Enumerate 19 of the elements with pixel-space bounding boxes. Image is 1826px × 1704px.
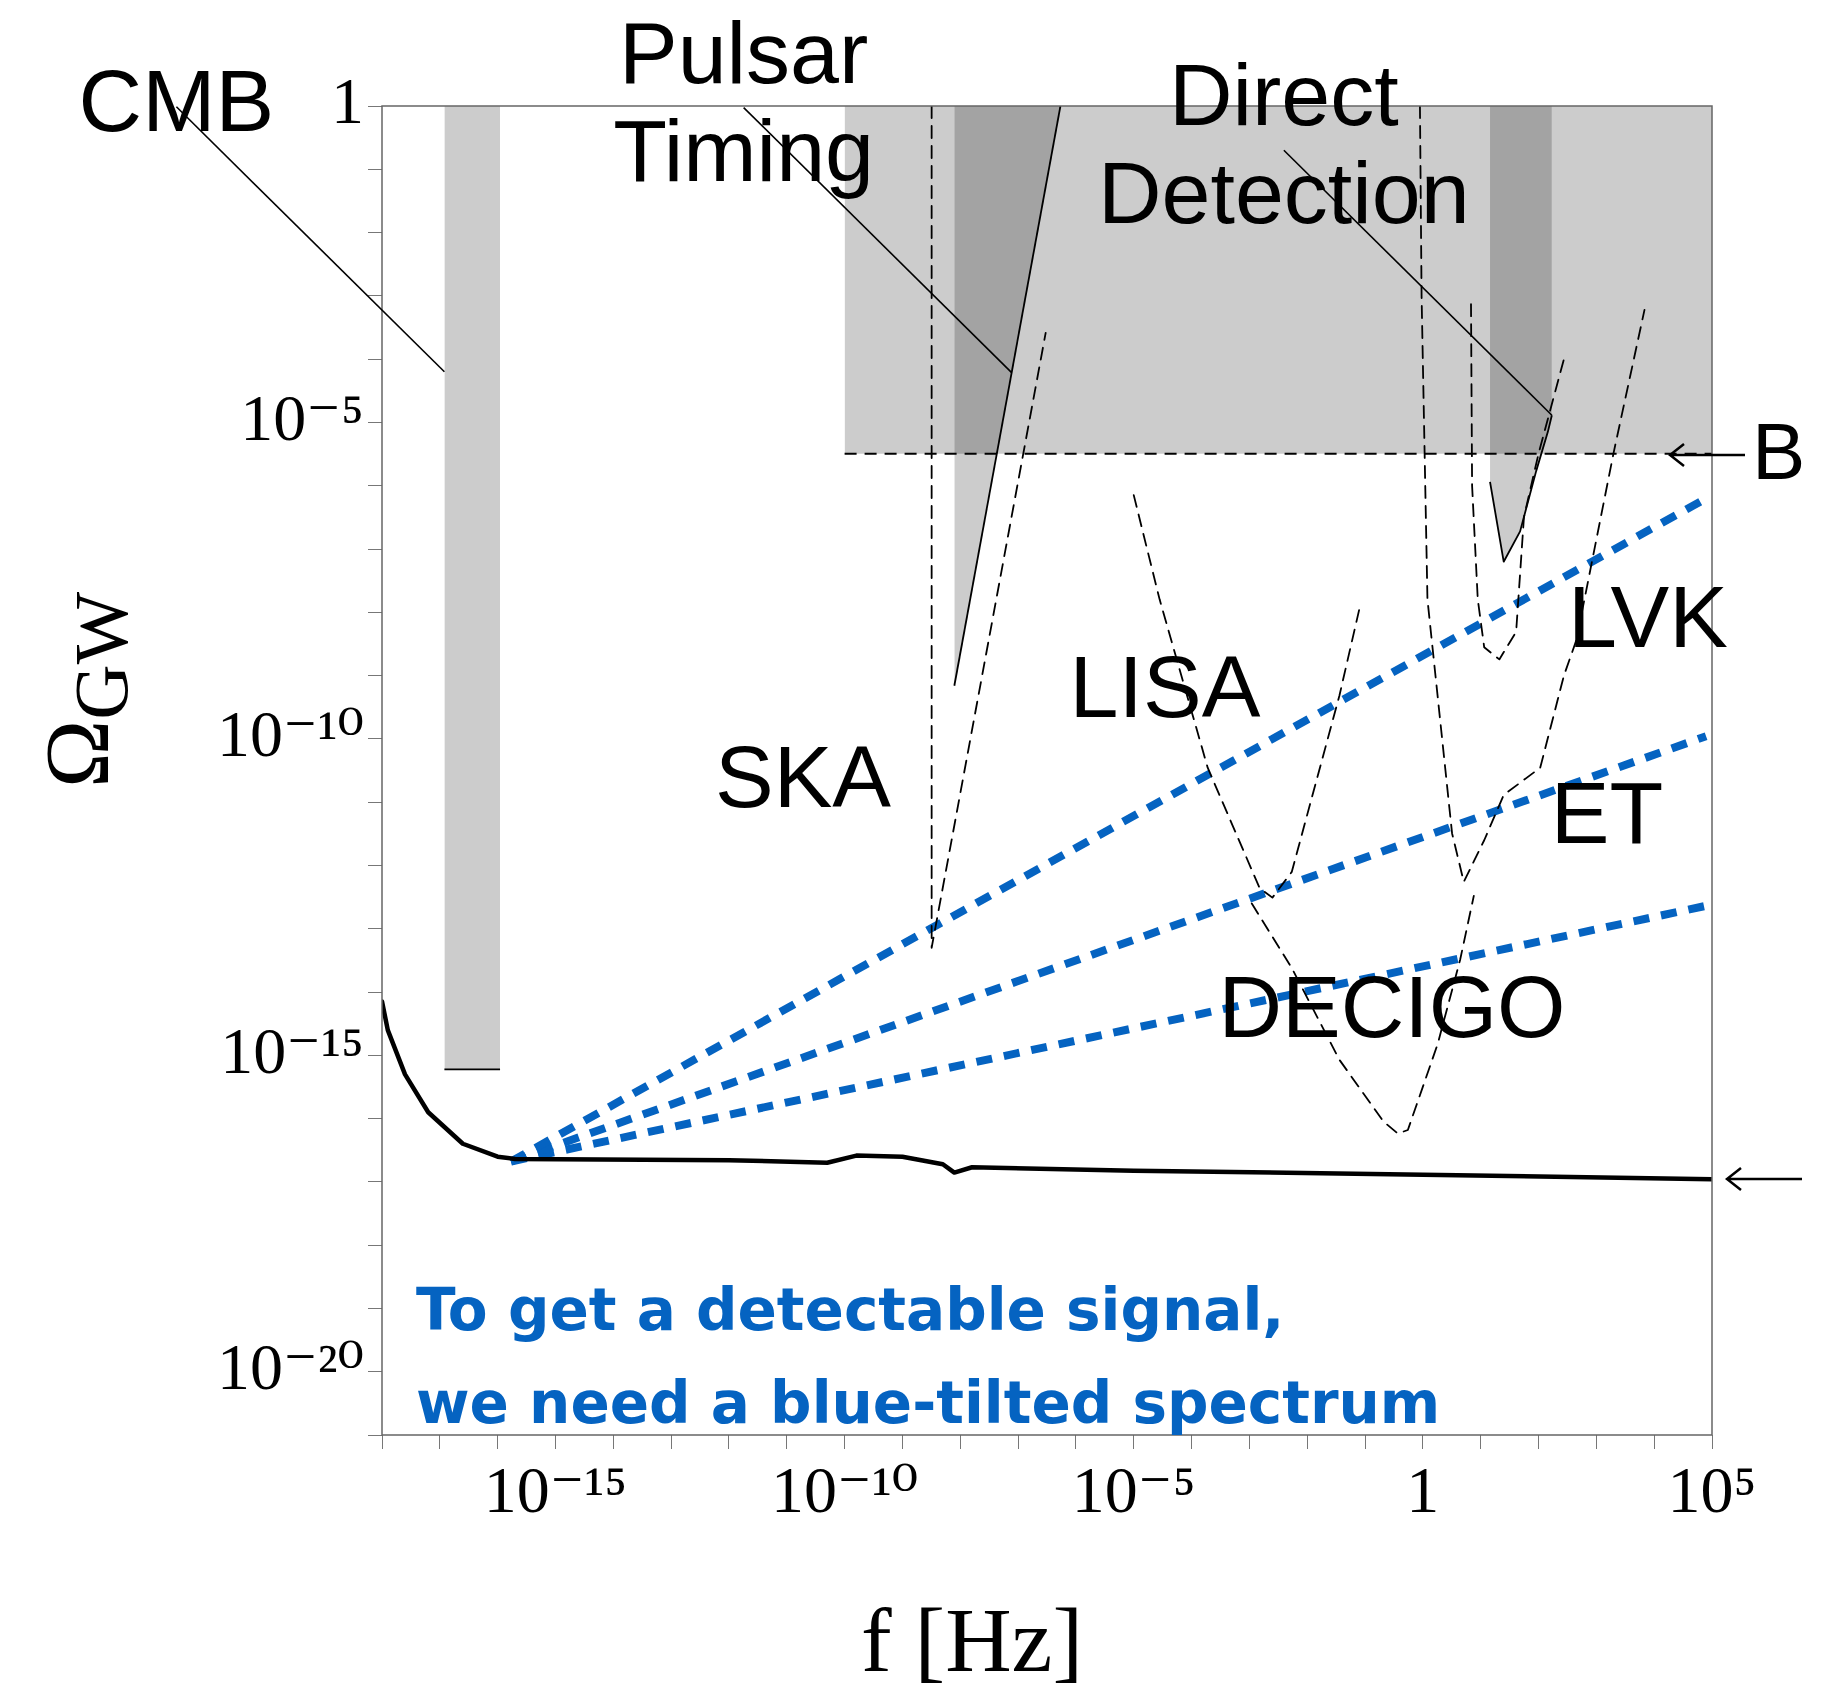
annotation: LVK — [1568, 567, 1728, 667]
x-tick-label: 1 — [1406, 1452, 1440, 1526]
y-tick-label: 1 — [331, 64, 364, 138]
x-axis-title: f [Hz] — [860, 1588, 1084, 1693]
y-tick-label: 10⁻¹⁵ — [220, 1013, 364, 1087]
annotation: we need a blue-tilted spectrum — [416, 1369, 1441, 1437]
x-tick-label: 10⁻¹⁰ — [771, 1452, 919, 1526]
y-tick-label: 10⁻⁵ — [240, 380, 364, 454]
series-label: CMB — [78, 51, 275, 151]
y-tick-label: 10⁻²⁰ — [216, 1330, 364, 1404]
x-tick-label: 10⁵ — [1667, 1452, 1757, 1526]
text: B — [1752, 407, 1806, 497]
annotation: ET — [1550, 763, 1664, 863]
y-tick-label: 10⁻¹⁰ — [216, 697, 364, 771]
annotation: LISA — [1069, 637, 1261, 737]
annotation: SKA — [714, 727, 892, 827]
x-tick-label: 10⁻¹⁵ — [483, 1452, 628, 1526]
annotation: To get a detectable signal, — [416, 1276, 1285, 1344]
x-tick-label: 10⁻⁵ — [1071, 1452, 1196, 1526]
